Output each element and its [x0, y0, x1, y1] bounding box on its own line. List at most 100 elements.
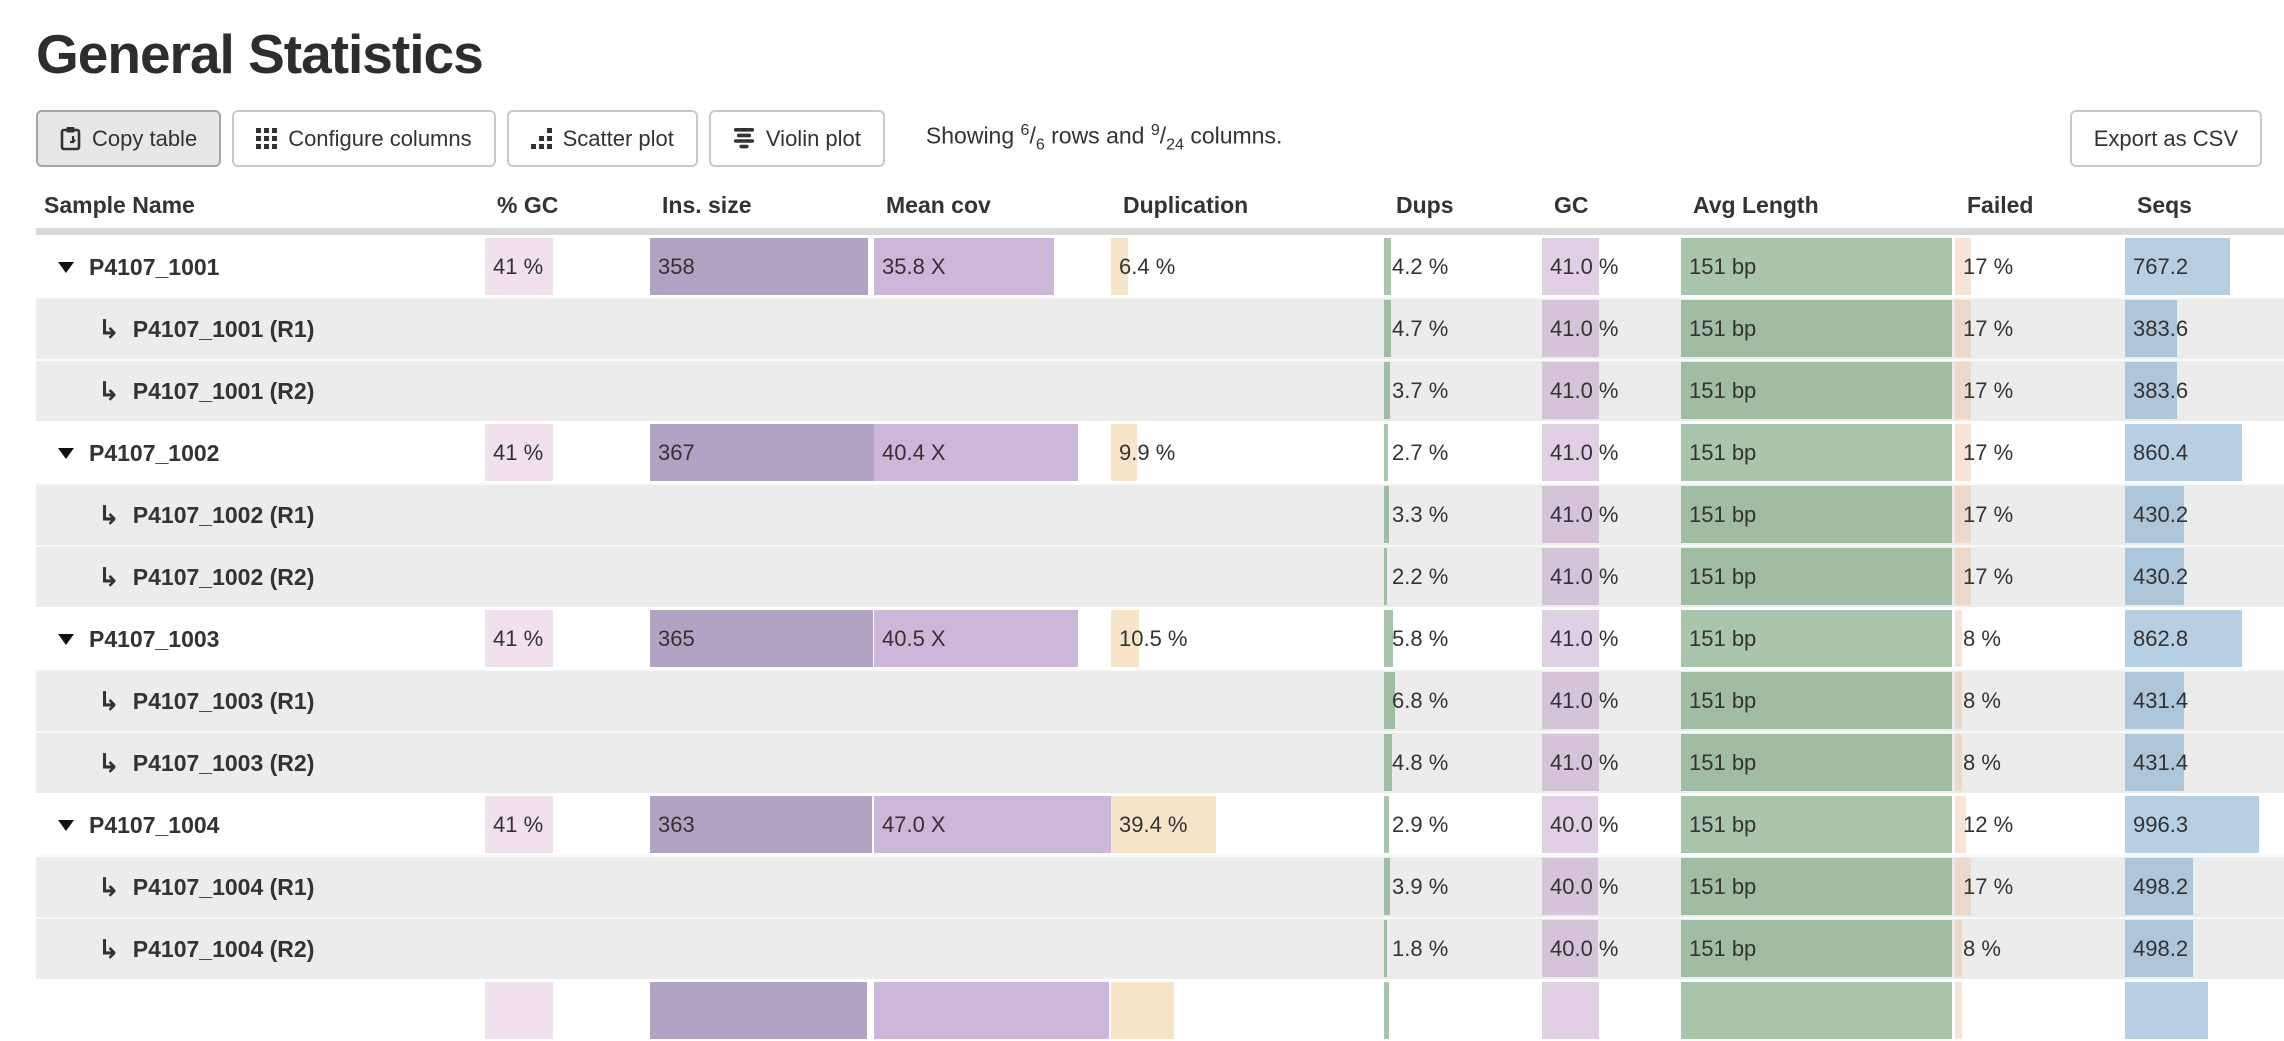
cell-sample[interactable]: ↳ P4107_1004 (R1): [36, 857, 485, 917]
column-header-gc[interactable]: % GC: [497, 192, 559, 218]
cell-value: 41.0 %: [1550, 564, 1619, 589]
sample-name: P4107_1001 (R2): [132, 377, 315, 404]
cell-value: 996.3: [2133, 812, 2189, 837]
value-bar-dup: [1111, 238, 1129, 295]
cell-seqs: 431.4: [2125, 733, 2284, 793]
grid-icon: [256, 128, 278, 149]
column-header-dup[interactable]: Duplication: [1123, 192, 1249, 218]
cell-avg: 151 bp: [1681, 795, 1955, 855]
expand-caret-icon[interactable]: [58, 261, 74, 273]
cell-value: 151 bp: [1689, 316, 1757, 341]
value-bar-gc2: [1542, 238, 1599, 295]
cell-seqs: 996.3: [2125, 795, 2284, 855]
cell-cov: 35.8 X: [874, 237, 1111, 297]
scatter-plot-button[interactable]: Scatter plot: [506, 110, 698, 167]
cell-value: 3.7 %: [1392, 378, 1449, 403]
cell-dups: 6.8 %: [1384, 671, 1542, 731]
cell-sample[interactable]: P4107_1001: [36, 237, 485, 297]
value-bar-dups: [1384, 920, 1387, 977]
column-header-seqs[interactable]: Seqs: [2137, 192, 2192, 218]
sample-name: P4107_1002 (R1): [132, 501, 315, 528]
value-bar-gc: [485, 796, 553, 853]
cell-sample[interactable]: ↳ P4107_1001 (R2): [36, 361, 485, 421]
cell-value: 17 %: [1963, 564, 2014, 589]
scatter-plot-label: Scatter plot: [562, 125, 674, 151]
copy-table-button[interactable]: Copy table: [36, 110, 222, 167]
cell-sample[interactable]: ↳ P4107_1001 (R1): [36, 299, 485, 359]
cell-sample[interactable]: P4107_1002: [36, 423, 485, 483]
sample-name: P4107_1002: [89, 439, 220, 466]
page-title: General Statistics: [36, 23, 484, 85]
value-bar-seqs: [2125, 734, 2184, 791]
cell-sample[interactable]: P4107_1003: [36, 609, 485, 669]
cell-dups: 2.2 %: [1384, 547, 1542, 607]
value-bar-failed: [1955, 920, 1963, 977]
violin-plot-button[interactable]: Violin plot: [708, 110, 885, 167]
export-csv-button[interactable]: Export as CSV: [2069, 110, 2262, 167]
cell-gc: 41 %: [485, 795, 650, 855]
cell-failed: [1955, 981, 2125, 1041]
cell-avg: 151 bp: [1681, 299, 1955, 359]
value-bar-dups: [1384, 858, 1391, 915]
cell-value: 17 %: [1963, 254, 2014, 279]
table-header-row: Sample Name % GC Ins. size Mean cov Duplicat…: [36, 183, 2284, 228]
cell-ins: [650, 981, 874, 1041]
cell-value: 367: [658, 440, 695, 465]
cell-value: 41.0 %: [1550, 626, 1619, 651]
value-bar-dups: [1384, 362, 1390, 419]
cell-avg: 151 bp: [1681, 733, 1955, 793]
cell-sample[interactable]: ↳ P4107_1002 (R2): [36, 547, 485, 607]
cell-value: 40.4 X: [882, 440, 946, 465]
cell-sample[interactable]: ↳ P4107_1003 (R2): [36, 733, 485, 793]
table-row: ↳ P4107_1004 (R2) 1.8 % 40.0 % 151 bp 8 % 498.…: [36, 917, 2284, 979]
cell-value: 41.0 %: [1550, 254, 1619, 279]
cell-sample[interactable]: ↳ P4107_1002 (R1): [36, 485, 485, 545]
value-bar-ins: [650, 982, 868, 1039]
subsample-arrow-icon: ↳: [98, 933, 120, 964]
cell-gc: 41 %: [485, 423, 650, 483]
column-header-avg[interactable]: Avg Length: [1693, 192, 1819, 218]
value-bar-avg: [1681, 548, 1953, 605]
expand-caret-icon[interactable]: [58, 633, 74, 645]
cell-ins: [650, 361, 874, 421]
cell-sample[interactable]: ↳ P4107_1003 (R1): [36, 671, 485, 731]
table-toolbar: Copy table Configure columns S: [36, 110, 2262, 167]
cell-ins: [650, 299, 874, 359]
cell-cov: [874, 671, 1111, 731]
cell-gc2: 41.0 %: [1542, 299, 1681, 359]
value-bar-avg: [1681, 920, 1953, 977]
column-header-sample[interactable]: Sample Name: [44, 192, 195, 218]
violin-icon: [733, 128, 755, 149]
cell-value: 431.4: [2133, 750, 2189, 775]
expand-caret-icon[interactable]: [58, 819, 74, 831]
subsample-arrow-icon: ↳: [98, 747, 120, 778]
value-bar-gc: [485, 982, 553, 1039]
cell-gc: [485, 485, 650, 545]
cell-sample[interactable]: P4107_1004: [36, 795, 485, 855]
expand-caret-icon[interactable]: [58, 447, 74, 459]
cell-failed: 12 %: [1955, 795, 2125, 855]
value-bar-ins: [650, 424, 874, 481]
cell-gc: [485, 857, 650, 917]
column-header-dups[interactable]: Dups: [1396, 192, 1454, 218]
configure-columns-button[interactable]: Configure columns: [232, 110, 496, 167]
cell-dups: 2.9 %: [1384, 795, 1542, 855]
cell-sample[interactable]: ↳ P4107_1004 (R2): [36, 919, 485, 979]
cell-value: 41 %: [493, 254, 544, 279]
cell-dups: 4.2 %: [1384, 237, 1542, 297]
table-row: ↳ P4107_1001 (R1) 4.7 % 41.0 % 151 bp 17 % 383…: [36, 297, 2284, 359]
column-header-cov[interactable]: Mean cov: [886, 192, 991, 218]
column-header-failed[interactable]: Failed: [1967, 192, 2034, 218]
column-header-ins[interactable]: Ins. size: [662, 192, 752, 218]
cell-value: 151 bp: [1689, 254, 1757, 279]
cell-dup: 10.5 %: [1111, 609, 1384, 669]
cell-value: 151 bp: [1689, 564, 1757, 589]
cell-gc2: 40.0 %: [1542, 795, 1681, 855]
value-bar-ins: [650, 238, 869, 295]
value-bar-gc2: [1542, 920, 1598, 977]
cell-value: 4.7 %: [1392, 316, 1449, 341]
cell-gc2: 41.0 %: [1542, 671, 1681, 731]
column-header-gc2[interactable]: GC: [1554, 192, 1589, 218]
cell-ins: 358: [650, 237, 874, 297]
value-bar-seqs: [2125, 796, 2260, 853]
